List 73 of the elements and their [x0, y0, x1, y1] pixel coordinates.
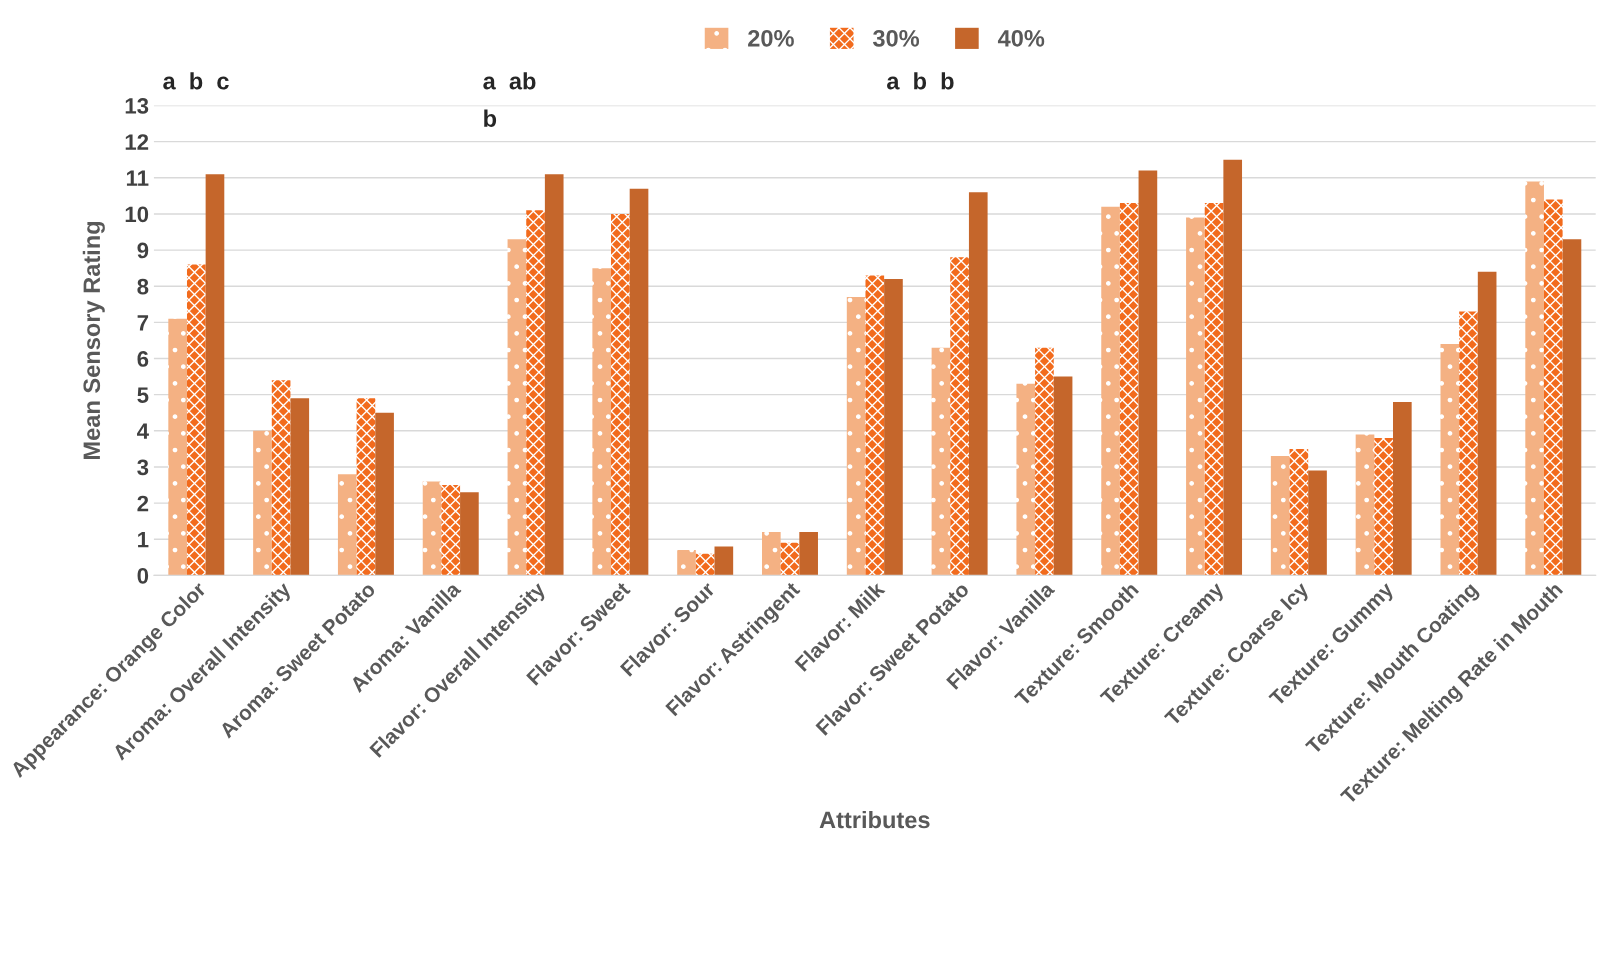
bar	[714, 546, 734, 576]
bar	[205, 174, 225, 576]
bar	[931, 347, 951, 576]
bar	[460, 492, 479, 576]
bar	[1477, 271, 1497, 576]
bar	[1138, 170, 1158, 576]
y-tick-label: 8	[137, 278, 149, 295]
y-tick-label: 4	[137, 423, 149, 439]
bar	[356, 398, 376, 576]
bar	[1525, 181, 1544, 576]
bar	[168, 318, 187, 576]
y-tick-label: 12	[125, 134, 149, 150]
bar	[865, 275, 885, 576]
bar	[799, 532, 818, 576]
y-axis-title: Mean Sensory Rating	[82, 221, 105, 459]
y-tick-label: 0	[137, 567, 149, 584]
bar	[186, 264, 206, 576]
legend-label: 30%	[872, 29, 920, 47]
bar	[1459, 311, 1478, 576]
y-tick-label: 7	[137, 315, 149, 331]
y-tick-label: 13	[125, 98, 149, 114]
bar	[1035, 347, 1054, 576]
y-tick-label: 1	[138, 532, 149, 548]
bar	[1270, 456, 1290, 576]
bar	[290, 398, 310, 576]
bar	[1186, 217, 1205, 576]
bar	[1119, 203, 1139, 576]
bar	[1053, 376, 1073, 576]
bar	[1393, 401, 1412, 576]
bar	[1308, 470, 1327, 576]
text: a b b	[887, 72, 954, 90]
bar	[1440, 344, 1460, 576]
annotation: a ab b	[483, 72, 536, 127]
bar	[611, 213, 630, 576]
bar	[950, 257, 969, 576]
y-tick-label: 5	[137, 387, 149, 403]
bar	[1289, 448, 1309, 576]
bar	[695, 553, 715, 576]
bar	[337, 474, 357, 576]
bar	[780, 542, 800, 576]
bar	[441, 485, 461, 576]
bar	[1543, 199, 1563, 576]
bar	[1223, 159, 1243, 576]
bar	[1374, 438, 1393, 576]
y-tick-label: 2	[137, 495, 149, 512]
bar	[884, 279, 903, 576]
bar	[1562, 239, 1582, 576]
bar	[253, 430, 272, 576]
legend-label: 40%	[997, 29, 1045, 47]
bar	[271, 380, 291, 576]
bar	[544, 174, 564, 576]
bar	[1101, 206, 1120, 576]
bar	[507, 239, 527, 576]
text: a b c	[163, 72, 229, 90]
y-tick-label: 9	[137, 242, 149, 259]
bar	[422, 481, 442, 576]
x-axis-title: Attributes	[819, 810, 930, 829]
bar	[846, 297, 866, 576]
bar	[375, 412, 394, 576]
bar	[677, 550, 696, 576]
bar	[968, 192, 988, 576]
y-tick-label: 6	[137, 351, 149, 367]
y-tick-label: 10	[125, 206, 149, 223]
bar	[1204, 203, 1224, 576]
bar	[762, 532, 781, 576]
bar	[629, 188, 649, 576]
bar	[1016, 383, 1036, 576]
bar	[526, 210, 545, 576]
y-tick-label: 3	[137, 459, 149, 476]
legend-label: 20%	[748, 29, 794, 47]
y-tick-label: 11	[126, 170, 149, 186]
bar	[1355, 434, 1375, 576]
bar	[592, 268, 612, 576]
